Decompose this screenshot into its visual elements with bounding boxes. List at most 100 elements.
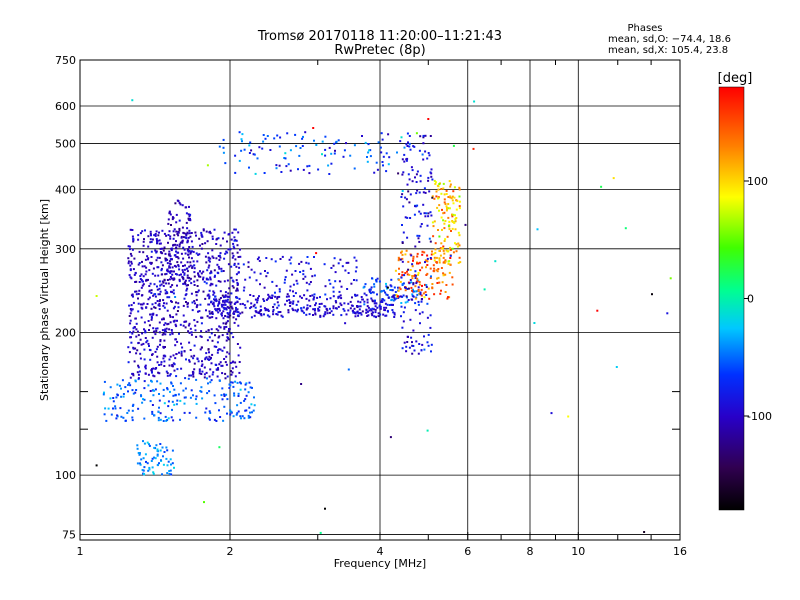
- data-point: [218, 335, 221, 338]
- data-point: [172, 243, 175, 246]
- data-point: [406, 341, 409, 343]
- phase-info-x: mean, sd,X: 105.4, 23.8: [608, 45, 728, 56]
- data-point: [154, 274, 157, 277]
- data-point: [292, 295, 295, 297]
- data-point: [401, 257, 404, 260]
- data-point: [165, 330, 168, 333]
- data-point: [225, 355, 228, 358]
- colorbar-tick-label: 100: [747, 175, 768, 188]
- data-point: [533, 322, 536, 324]
- data-point: [274, 295, 277, 298]
- data-point: [179, 382, 182, 385]
- data-point: [154, 293, 157, 296]
- data-point: [131, 229, 134, 231]
- x-tick-label: 4: [377, 545, 384, 558]
- data-point: [221, 304, 224, 307]
- data-point: [159, 412, 162, 415]
- data-point: [324, 311, 327, 314]
- data-point: [447, 225, 450, 227]
- data-point: [397, 289, 400, 292]
- data-point: [313, 293, 316, 296]
- data-point: [300, 260, 303, 263]
- data-point: [141, 265, 144, 268]
- data-point: [238, 159, 241, 162]
- data-point: [130, 262, 133, 265]
- data-point: [170, 382, 173, 385]
- data-point: [161, 329, 164, 332]
- scatter-points: [95, 99, 672, 534]
- data-point: [222, 138, 225, 141]
- data-point: [236, 301, 239, 304]
- data-point: [162, 281, 165, 284]
- data-point: [122, 395, 125, 398]
- data-point: [415, 340, 418, 343]
- data-point: [427, 212, 430, 215]
- data-point: [367, 314, 370, 317]
- data-point: [144, 329, 147, 332]
- data-point: [250, 149, 253, 152]
- data-point: [143, 387, 146, 390]
- data-point: [368, 288, 371, 291]
- data-point: [202, 290, 205, 293]
- data-point: [232, 242, 235, 245]
- data-point: [445, 193, 448, 195]
- data-point: [494, 260, 497, 263]
- data-point: [133, 326, 136, 329]
- data-point: [370, 297, 373, 300]
- data-point: [323, 305, 326, 308]
- data-point: [239, 401, 242, 404]
- data-point: [359, 305, 362, 308]
- data-point: [239, 255, 242, 258]
- data-point: [190, 331, 193, 334]
- data-point: [158, 331, 161, 334]
- data-point: [221, 349, 224, 352]
- data-point: [141, 230, 144, 233]
- data-point: [218, 300, 221, 303]
- data-point: [170, 416, 173, 419]
- data-point: [236, 343, 239, 345]
- data-point: [183, 268, 186, 271]
- data-point: [169, 213, 172, 216]
- data-point: [277, 311, 280, 314]
- data-point: [271, 294, 274, 297]
- data-point: [141, 469, 144, 471]
- data-point: [334, 149, 336, 152]
- data-point: [180, 350, 183, 353]
- data-point: [161, 247, 164, 250]
- data-point: [151, 368, 153, 370]
- data-point: [363, 303, 366, 306]
- data-point: [193, 319, 196, 322]
- data-point: [127, 409, 130, 412]
- data-point: [193, 280, 196, 283]
- data-point: [211, 316, 214, 319]
- data-point: [105, 419, 108, 422]
- data-point: [137, 341, 140, 344]
- data-point: [184, 281, 187, 284]
- data-point: [332, 305, 335, 308]
- data-point: [235, 273, 238, 276]
- data-point: [295, 303, 298, 306]
- data-point: [418, 312, 421, 315]
- data-point: [407, 287, 410, 290]
- data-point: [229, 314, 232, 317]
- data-point: [458, 256, 461, 259]
- data-point: [158, 406, 160, 409]
- data-point: [437, 197, 440, 200]
- data-point: [472, 147, 475, 150]
- data-point: [174, 296, 177, 298]
- data-point: [255, 311, 258, 314]
- data-point: [426, 254, 429, 257]
- data-point: [400, 315, 402, 318]
- data-point: [158, 304, 161, 307]
- data-point: [163, 360, 166, 363]
- data-point: [166, 387, 169, 390]
- data-point: [137, 366, 140, 369]
- data-point: [149, 282, 152, 285]
- data-point: [171, 218, 174, 221]
- data-point: [147, 469, 150, 472]
- data-point: [159, 339, 162, 341]
- data-point: [389, 436, 392, 439]
- data-point: [392, 295, 395, 298]
- data-point: [169, 235, 172, 238]
